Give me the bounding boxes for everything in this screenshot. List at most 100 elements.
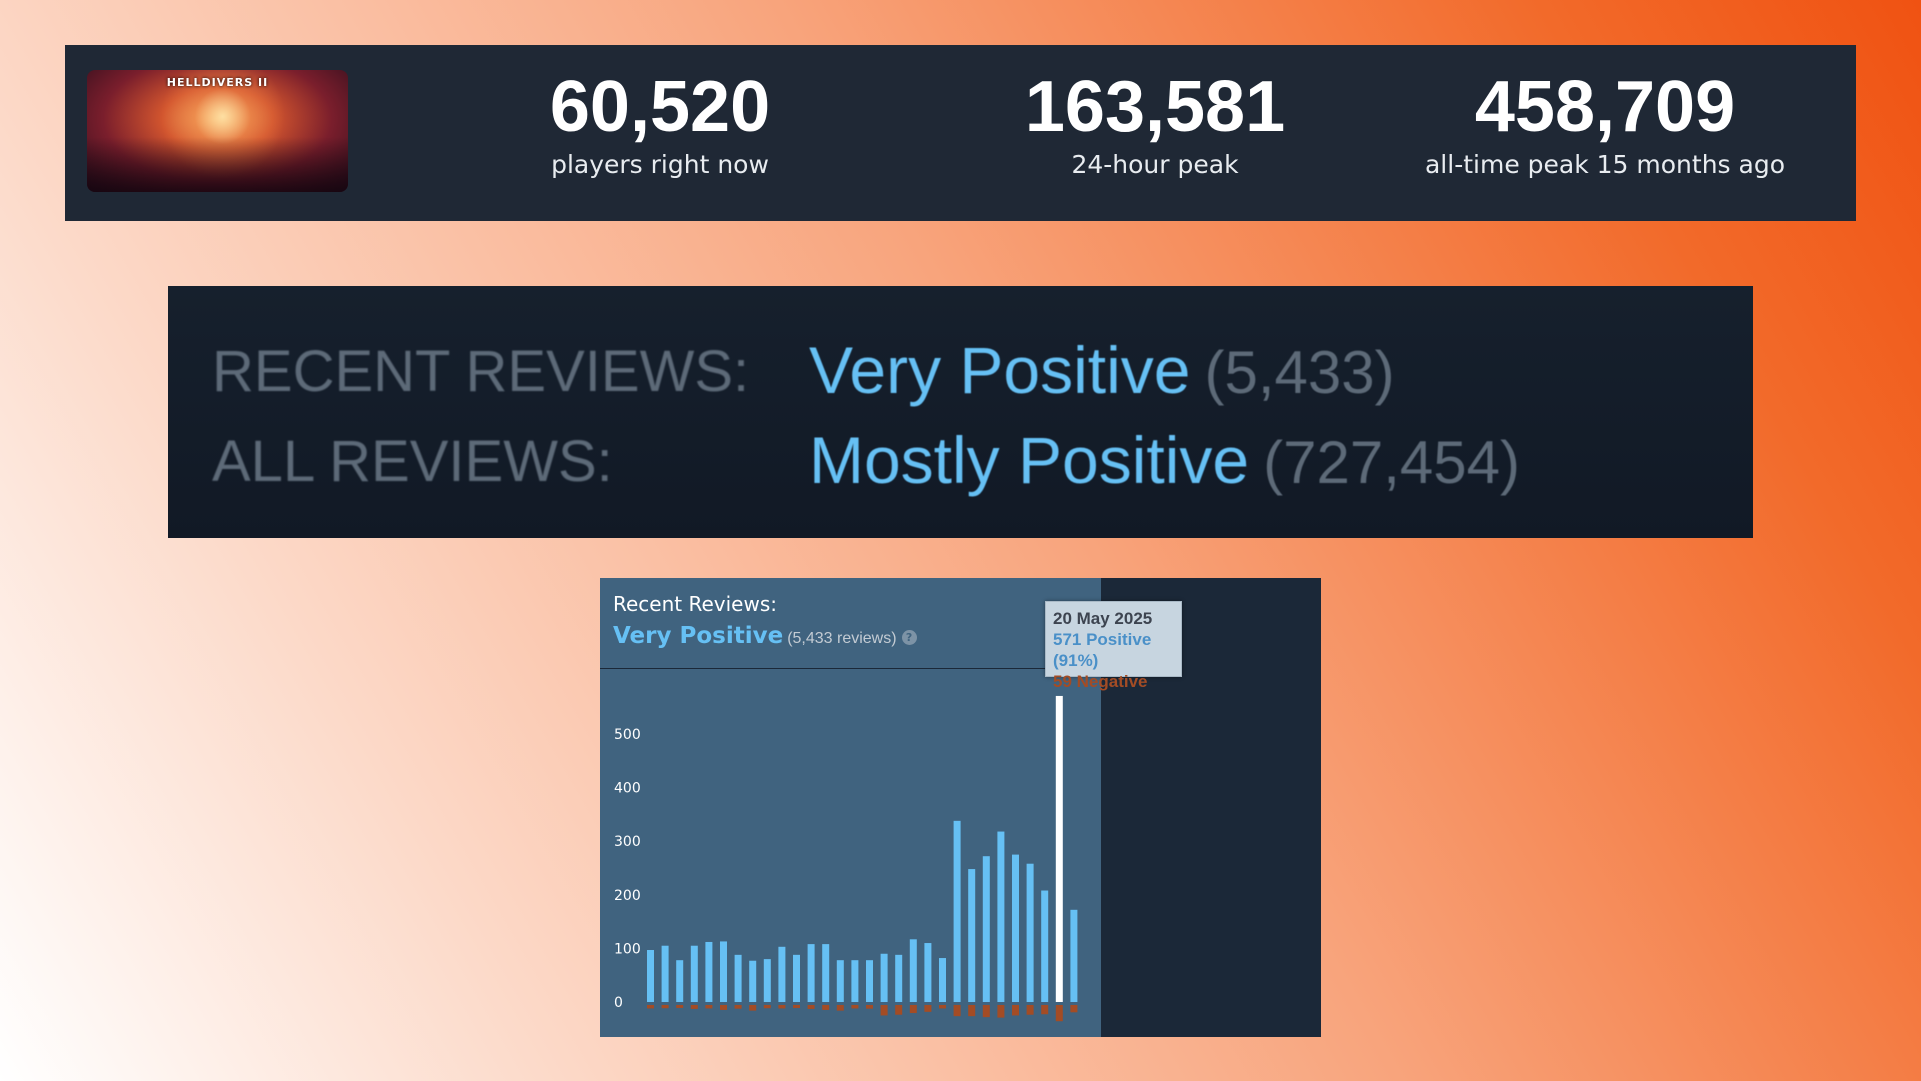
recent-reviews-count: (5,433) (1204, 339, 1395, 406)
negative-bar[interactable] (1012, 1005, 1019, 1016)
positive-bar[interactable] (1012, 854, 1019, 1002)
histogram-header: Recent Reviews: Very Positive (5,433 revi… (600, 578, 1101, 669)
negative-bar[interactable] (1026, 1005, 1034, 1015)
histogram-verdict[interactable]: Very Positive (613, 623, 784, 649)
negative-bar[interactable] (968, 1005, 976, 1017)
negative-bar[interactable] (807, 1005, 815, 1009)
negative-bar[interactable] (647, 1005, 654, 1009)
negative-bar[interactable] (1041, 1005, 1049, 1015)
positive-bar[interactable] (661, 945, 669, 1002)
negative-bar[interactable] (851, 1005, 859, 1009)
negative-bar[interactable] (895, 1005, 903, 1015)
positive-bar[interactable] (793, 954, 800, 1002)
positive-bar[interactable] (749, 960, 757, 1002)
help-icon[interactable]: ? (901, 630, 917, 645)
negative-bar[interactable] (763, 1005, 771, 1009)
histogram-title: Recent Reviews: (613, 592, 777, 616)
negative-bar[interactable] (1055, 1005, 1063, 1022)
stat-all-time-peak: 458,709 all-time peak 15 months ago (1400, 67, 1810, 183)
y-tick-label: 200 (614, 888, 641, 904)
positive-bar[interactable] (1055, 695, 1063, 1002)
positive-bar[interactable] (778, 946, 786, 1002)
positive-bar[interactable] (690, 945, 698, 1002)
positive-bar[interactable] (924, 943, 932, 1002)
positive-bar[interactable] (953, 820, 961, 1002)
negative-bar[interactable] (661, 1005, 669, 1009)
positive-bar[interactable] (734, 954, 742, 1002)
stat-label: 24-hour peak (1071, 150, 1239, 179)
positive-bar[interactable] (807, 944, 815, 1002)
positive-bar[interactable] (880, 953, 888, 1002)
player-stats-bar: HELLDIVERS II 60,520 players right now 1… (65, 45, 1856, 221)
stat-label: all-time peak 15 months ago (1424, 150, 1785, 179)
y-tick-label: 300 (614, 834, 641, 850)
tooltip-negative: 59 Negative (1053, 672, 1148, 691)
all-reviews-count: (727,454) (1263, 429, 1520, 496)
positive-bar[interactable] (851, 960, 859, 1002)
negative-bar[interactable] (734, 1005, 742, 1009)
y-tick-label: 100 (614, 941, 641, 957)
positive-bar[interactable] (909, 939, 917, 1002)
positive-bar[interactable] (1070, 909, 1078, 1002)
y-tick-label: 0 (614, 995, 623, 1011)
y-tick-label: 400 (614, 781, 641, 797)
positive-bar[interactable] (763, 959, 771, 1002)
thumbnail-shade (87, 137, 348, 192)
negative-bar[interactable] (880, 1005, 888, 1016)
all-reviews-verdict[interactable]: Mostly Positive (809, 423, 1250, 497)
all-reviews-label: ALL REVIEWS: (212, 429, 613, 494)
negative-bar[interactable] (676, 1005, 684, 1008)
stat-24h-peak: 163,581 24-hour peak (950, 67, 1360, 183)
recent-reviews-verdict[interactable]: Very Positive (809, 333, 1191, 407)
positive-bar[interactable] (647, 950, 654, 1002)
negative-bar[interactable] (778, 1005, 786, 1009)
positive-bar[interactable] (997, 831, 1005, 1002)
reviews-summary-panel: RECENT REVIEWS: Very Positive (5,433) ALL… (168, 286, 1753, 538)
positive-bar[interactable] (895, 954, 903, 1002)
negative-bar[interactable] (982, 1005, 990, 1018)
negative-bar[interactable] (705, 1005, 713, 1009)
positive-bar[interactable] (1026, 863, 1034, 1002)
positive-bar[interactable] (968, 869, 976, 1002)
negative-bar[interactable] (924, 1005, 932, 1012)
stat-value: 163,581 (1024, 67, 1286, 147)
negative-bar[interactable] (866, 1005, 873, 1009)
tooltip-date: 20 May 2025 (1053, 609, 1153, 628)
histogram-review-count: (5,433 reviews) (787, 630, 897, 647)
positive-bar[interactable] (866, 960, 873, 1002)
stat-value: 60,520 (549, 67, 771, 147)
tooltip-positive: 571 Positive (91%) (1053, 630, 1152, 670)
stat-value: 458,709 (1474, 67, 1736, 147)
recent-reviews-summary[interactable]: Very Positive (5,433) (809, 332, 1395, 408)
positive-bar[interactable] (939, 958, 946, 1002)
negative-bar[interactable] (953, 1005, 961, 1017)
negative-bar[interactable] (1070, 1005, 1078, 1013)
histogram-summary: Very Positive (5,433 reviews)? (613, 623, 917, 649)
histogram-tooltip: 20 May 2025 571 Positive (91%) 59 Negati… (1045, 601, 1182, 691)
histogram-panel: Recent Reviews: Very Positive (5,433 revi… (600, 578, 1101, 1037)
review-histogram-widget: Recent Reviews: Very Positive (5,433 revi… (600, 578, 1321, 1037)
positive-bar[interactable] (982, 856, 990, 1002)
positive-bar[interactable] (1041, 890, 1049, 1002)
negative-bar[interactable] (909, 1005, 917, 1014)
positive-bar[interactable] (676, 960, 684, 1002)
positive-bar[interactable] (822, 944, 830, 1002)
positive-bar[interactable] (720, 941, 727, 1002)
all-reviews-summary[interactable]: Mostly Positive (727,454) (809, 422, 1520, 498)
game-thumbnail[interactable]: HELLDIVERS II (87, 70, 348, 192)
negative-bar[interactable] (749, 1005, 757, 1011)
y-tick-label: 500 (614, 727, 641, 743)
stat-label: players right now (551, 150, 769, 179)
positive-bar[interactable] (705, 941, 713, 1002)
negative-bar[interactable] (822, 1005, 830, 1010)
positive-bar[interactable] (836, 960, 844, 1002)
negative-bar[interactable] (690, 1005, 698, 1009)
negative-bar[interactable] (836, 1005, 844, 1011)
negative-bar[interactable] (793, 1005, 800, 1008)
review-histogram-chart: 0 100 200 300 400 500 (614, 695, 1078, 1022)
recent-reviews-label: RECENT REVIEWS: (212, 339, 750, 404)
negative-bar[interactable] (720, 1005, 727, 1010)
negative-bar[interactable] (997, 1005, 1005, 1018)
stat-players-now: 60,520 players right now (455, 67, 865, 183)
negative-bar[interactable] (939, 1005, 946, 1009)
